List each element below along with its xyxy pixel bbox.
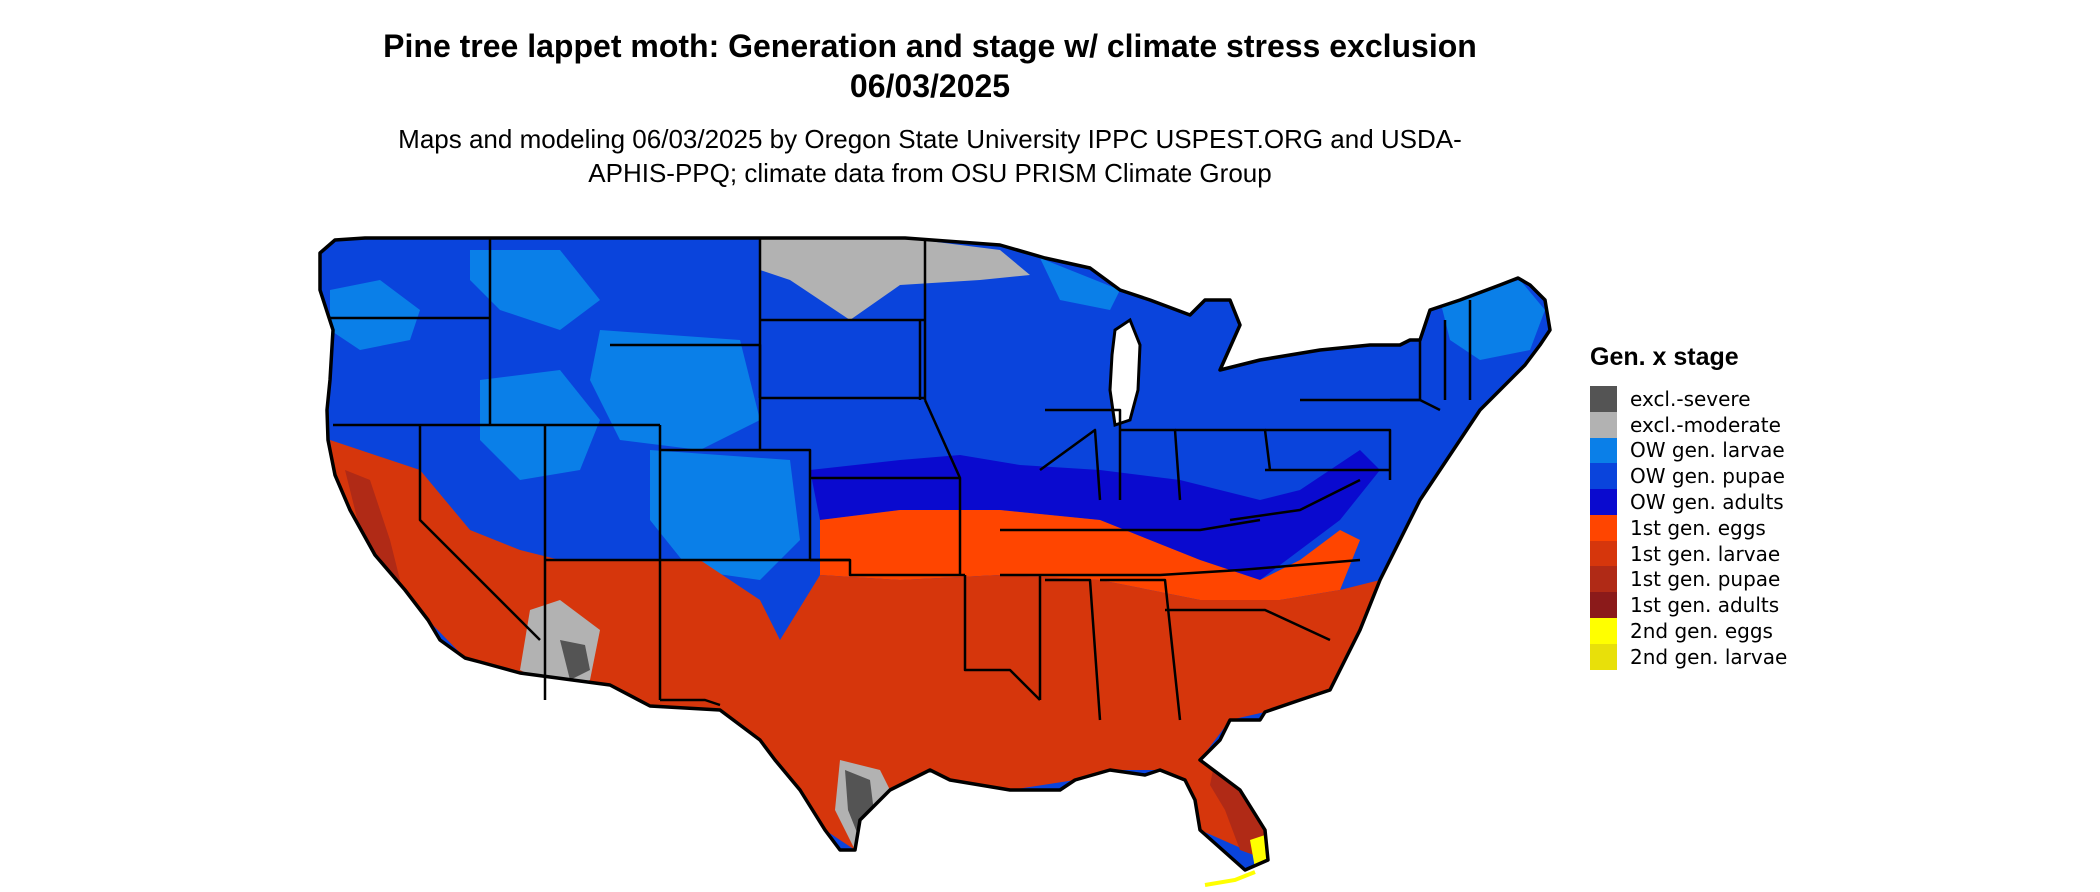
legend-label: 1st gen. eggs (1630, 515, 1766, 540)
legend-label: 1st gen. adults (1630, 593, 1780, 618)
legend-label: excl.-severe (1630, 386, 1751, 411)
legend-item-2nd-larvae: 2nd gen. larvae (1590, 643, 1788, 670)
region-excl-severe (560, 640, 590, 680)
region-ow-larvae (330, 280, 420, 350)
legend-item-excl-moderate: excl.-moderate (1590, 411, 1787, 438)
lake-michigan (1108, 317, 1142, 427)
region-1st-pupae (1210, 760, 1265, 858)
map-title: Pine tree lappet moth: Generation and st… (383, 28, 1477, 104)
legend-label: OW gen. larvae (1630, 438, 1785, 463)
region-ow-larvae (590, 330, 760, 450)
legend-swatch (1590, 643, 1617, 670)
region-excl-moderate (760, 238, 1030, 320)
legend-label: excl.-moderate (1630, 412, 1781, 437)
region-ow-larvae (470, 250, 600, 330)
legend-item-1st-pupae: 1st gen. pupae (1590, 566, 1787, 593)
legend-swatch (1590, 592, 1617, 619)
legend-item-1st-eggs: 1st gen. eggs (1590, 514, 1787, 541)
legend-item-ow-pupae: OW gen. pupae (1590, 463, 1787, 490)
region-ow-adults (810, 450, 1380, 580)
legend-label: 2nd gen. larvae (1630, 644, 1788, 669)
region-ow-larvae (1040, 258, 1120, 310)
map-subtitle: Maps and modeling 06/03/2025 by Oregon S… (398, 124, 1462, 188)
legend-items: excl.-severe excl.-moderate OW gen. larv… (1590, 385, 1788, 670)
legend-swatch (1590, 566, 1617, 593)
legend-swatch (1590, 385, 1617, 412)
region-ow-larvae (650, 450, 800, 580)
legend-label: 1st gen. pupae (1630, 567, 1781, 592)
legend-swatch (1590, 618, 1617, 645)
region-1st-eggs (820, 510, 1360, 600)
legend-swatch (1590, 514, 1617, 541)
legend-swatch (1590, 540, 1617, 567)
legend: Gen. x stage excl.-severe excl.-moderate… (1590, 343, 1787, 670)
legend-item-1st-larvae: 1st gen. larvae (1590, 540, 1787, 567)
legend-swatch (1590, 411, 1617, 438)
legend-swatch (1590, 463, 1617, 490)
florida-keys (1204, 870, 1256, 887)
legend-item-ow-larvae: OW gen. larvae (1590, 437, 1787, 464)
state-borders (330, 238, 1472, 721)
legend-item-1st-adults: 1st gen. adults (1590, 592, 1787, 619)
legend-label: OW gen. pupae (1630, 464, 1785, 489)
legend-item-ow-adults: OW gen. adults (1590, 489, 1787, 516)
legend-swatch (1590, 489, 1617, 516)
region-1st-pupae (345, 470, 400, 580)
legend-swatch (1590, 437, 1617, 464)
legend-title: Gen. x stage (1590, 343, 1739, 371)
legend-label: 1st gen. larvae (1630, 541, 1781, 566)
region-ow-larvae (1440, 280, 1545, 360)
region-1st-larvae (330, 440, 1380, 860)
us-outline (318, 236, 1552, 872)
legend-item-excl-severe: excl.-severe (1590, 385, 1787, 412)
legend-label: 2nd gen. eggs (1630, 619, 1773, 644)
legend-label: OW gen. adults (1630, 490, 1784, 515)
region-2nd-eggs (1250, 835, 1268, 868)
legend-item-2nd-eggs: 2nd gen. eggs (1590, 618, 1787, 645)
